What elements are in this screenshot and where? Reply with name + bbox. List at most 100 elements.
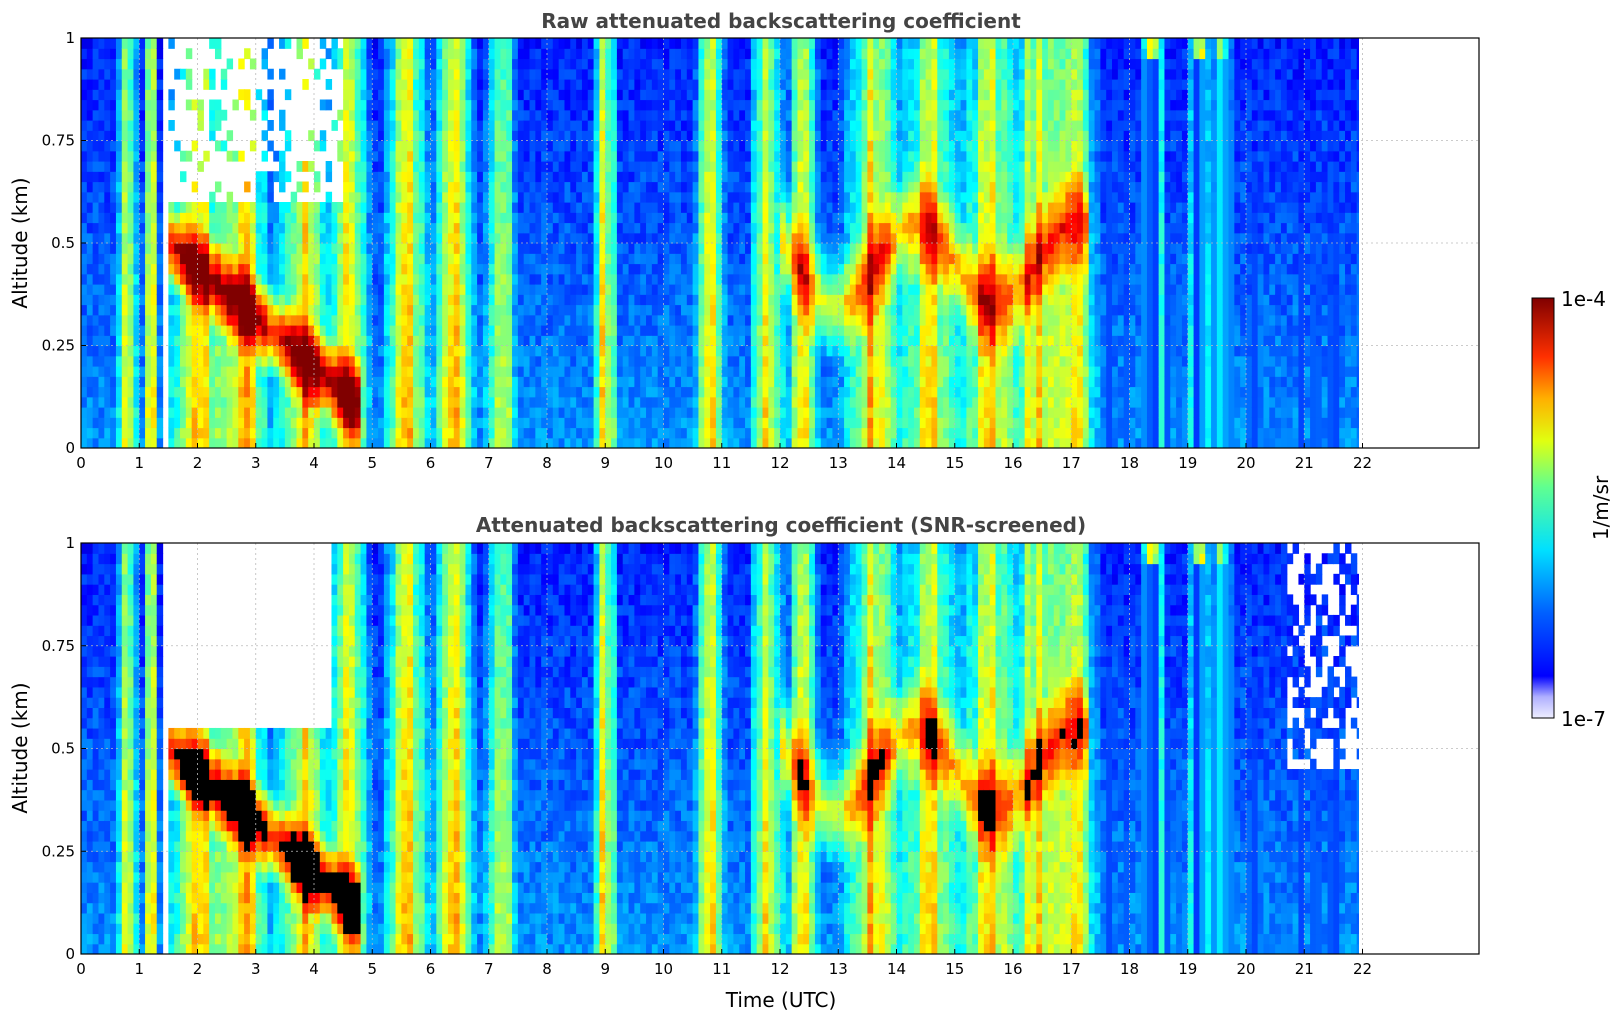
heat-cell (197, 284, 204, 295)
heat-cell (791, 407, 799, 418)
heat-cell (447, 38, 455, 49)
heat-cell (325, 191, 333, 203)
heat-cell (832, 109, 839, 121)
heat-cell (319, 130, 327, 142)
heat-cell (663, 89, 670, 101)
heat-cell (535, 376, 542, 388)
heat-cell (133, 232, 140, 244)
heat-cell (424, 202, 432, 213)
heat-cell (500, 212, 507, 224)
heat-cell (488, 376, 496, 388)
heat-cell (646, 243, 653, 254)
heat-cell (727, 68, 734, 80)
heat-cell (354, 314, 362, 326)
heat-cell (447, 366, 455, 377)
heat-cell (663, 427, 670, 439)
heat-cell (797, 202, 804, 213)
heat-cell (325, 294, 333, 306)
heat-cell (110, 437, 117, 448)
heat-cell (378, 294, 385, 306)
heat-cell (506, 386, 513, 398)
heat-cell (593, 130, 601, 142)
heat-cell (646, 294, 653, 306)
heat-cell (570, 120, 577, 131)
heat-cell (378, 120, 385, 131)
raw-panel-title: Raw attenuated backscattering coefficien… (541, 9, 1021, 33)
heat-cell (599, 335, 606, 347)
heat-cell (599, 284, 606, 295)
heat-cell (820, 109, 828, 121)
heat-cell (395, 407, 402, 418)
heat-cell (820, 79, 828, 90)
heat-cell (389, 171, 397, 183)
heat-cell (838, 232, 845, 244)
heat-cell (593, 109, 601, 121)
heat-cell (110, 212, 117, 224)
heat-cell (552, 212, 560, 224)
heat-cell (121, 427, 129, 439)
heat-cell (616, 437, 624, 448)
heat-cell (692, 314, 700, 326)
heat-cell (529, 335, 536, 347)
heat-cell (576, 253, 583, 265)
heat-cell (774, 232, 781, 244)
heat-cell (791, 161, 799, 172)
heat-cell (447, 191, 455, 203)
heat-cell (232, 202, 239, 213)
heat-cell (564, 99, 571, 111)
heat-cell (657, 161, 665, 172)
heat-cell (459, 304, 467, 316)
heat-cell (849, 202, 857, 213)
heat-cell (337, 335, 344, 347)
heat-cell (547, 376, 554, 388)
heat-cell (529, 407, 536, 418)
heat-cell (622, 140, 630, 152)
heat-cell (587, 386, 595, 398)
heat-cell (401, 161, 408, 172)
heat-cell (488, 171, 496, 183)
heat-cell (424, 325, 432, 336)
heat-cell (477, 68, 484, 80)
heat-cell (861, 304, 868, 316)
heat-cell (197, 335, 204, 347)
heat-cell (628, 437, 635, 448)
heat-cell (774, 120, 781, 131)
heat-cell (669, 325, 676, 336)
heat-cell (552, 355, 560, 367)
heat-cell (855, 263, 863, 275)
heat-cell (844, 181, 851, 193)
heat-cell (244, 99, 251, 111)
heat-cell (797, 58, 804, 70)
heat-cell (290, 263, 298, 275)
heat-cell (372, 161, 379, 172)
heat-cell (692, 202, 700, 213)
heat-cell (512, 396, 519, 408)
heat-cell (581, 89, 589, 101)
heat-cell (279, 355, 286, 367)
heat-cell (413, 284, 420, 295)
heat-cell (98, 181, 105, 193)
heat-cell (413, 48, 420, 60)
heat-cell (535, 396, 542, 408)
heat-cell (611, 79, 618, 90)
heat-cell (424, 99, 432, 111)
heat-cell (500, 427, 507, 439)
heat-cell (150, 386, 158, 398)
heat-cell (453, 284, 461, 295)
heat-cell (611, 355, 618, 367)
heat-cell (360, 243, 368, 254)
heat-cell (238, 284, 245, 295)
heat-cell (727, 212, 734, 224)
heat-cell (110, 355, 117, 367)
heat-cell (512, 386, 519, 398)
heat-cell (780, 212, 787, 224)
heat-cell (745, 150, 752, 162)
heat-cell (459, 263, 467, 275)
heat-cell (110, 171, 117, 183)
heat-cell (599, 202, 606, 213)
heat-cell (611, 396, 618, 408)
heat-cell (768, 345, 775, 357)
heat-cell (791, 284, 799, 295)
heat-cell (127, 335, 135, 347)
heat-cell (768, 284, 775, 295)
